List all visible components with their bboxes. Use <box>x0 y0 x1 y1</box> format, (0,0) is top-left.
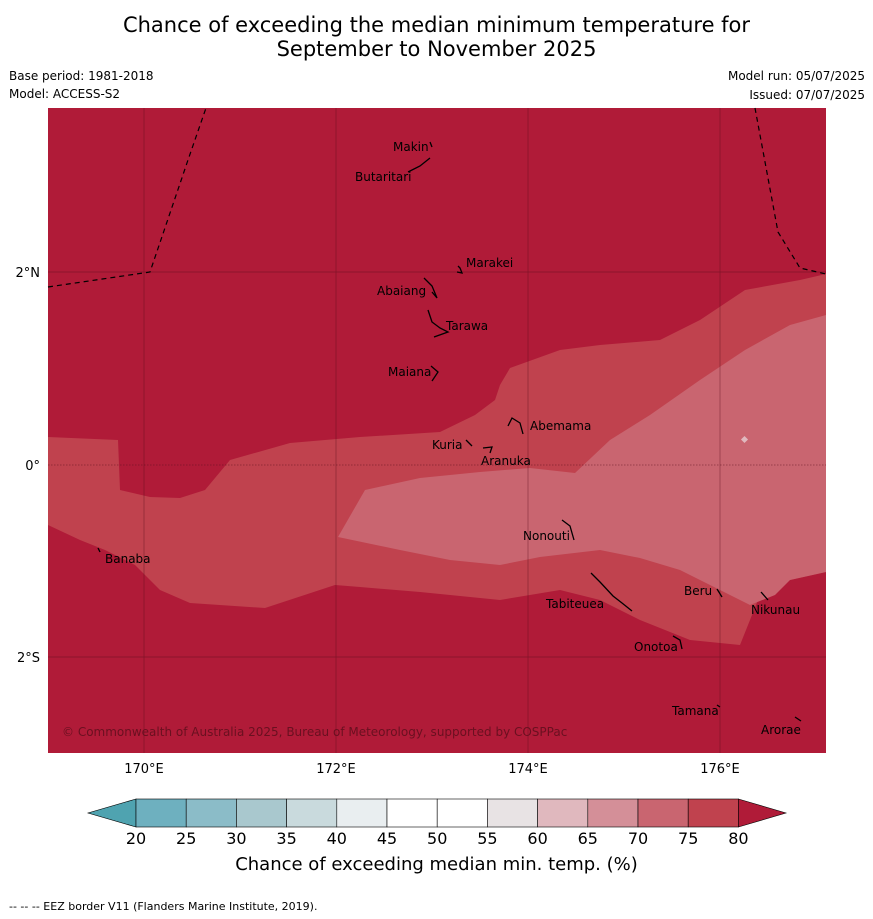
island-tamana <box>716 704 721 708</box>
label-maiana: Maiana <box>388 365 431 379</box>
eez-border <box>47 107 827 288</box>
lon-label-176: 176°E <box>700 762 740 777</box>
colorbar: 20 25 30 35 40 45 50 55 60 65 70 75 80 <box>86 798 788 848</box>
colorbar-bin <box>185 798 237 828</box>
island-butaritari <box>407 157 431 173</box>
issued-text: Issued: 07/07/2025 <box>749 88 865 102</box>
lon-label-170: 170°E <box>124 762 164 777</box>
island-tarawa <box>427 309 450 338</box>
island-onotoa <box>672 635 683 650</box>
colorbar-bin <box>336 798 388 828</box>
island-marakei <box>456 265 464 274</box>
label-tarawa: Tarawa <box>445 319 488 333</box>
colorbar-bin <box>236 798 287 828</box>
label-marakei: Marakei <box>466 256 513 270</box>
island-nonouti <box>561 519 575 541</box>
label-nikunau: Nikunau <box>751 603 800 617</box>
island-kuria <box>465 439 473 447</box>
chart-title-line1: Chance of exceeding the median minimum t… <box>122 13 751 37</box>
lat-label-2n: 2°N <box>16 266 41 281</box>
colorbar-tick-label: 60 <box>527 829 547 848</box>
colorbar-tick-label: 40 <box>327 829 347 848</box>
colorbar-bin <box>436 798 488 828</box>
colorbar-bin <box>487 798 538 828</box>
colorbar-tick-label: 65 <box>578 829 598 848</box>
label-nonouti: Nonouti <box>523 529 570 543</box>
island-abaiang <box>423 277 438 299</box>
colorbar-tick-label: 55 <box>477 829 497 848</box>
colorbar-extend-low <box>86 798 137 828</box>
island-arorae <box>794 716 802 722</box>
label-butaritari: Butaritari <box>355 170 412 184</box>
colorbar-bin <box>637 798 689 828</box>
colorbar-label: Chance of exceeding median min. temp. (%… <box>235 854 638 875</box>
label-tamana: Tamana <box>671 704 719 718</box>
colorbar-bin <box>537 798 589 828</box>
label-abemama: Abemama <box>530 419 591 433</box>
island-aranuka <box>482 446 493 454</box>
island-beru <box>716 588 723 598</box>
lat-label-0: 0° <box>25 459 40 474</box>
chart-title-line2: September to November 2025 <box>276 37 597 61</box>
colorbar-tick-label: 45 <box>377 829 397 848</box>
eez-footnote: -- -- -- EEZ border V11 (Flanders Marine… <box>9 900 318 913</box>
colorbar-tick-label: 35 <box>276 829 296 848</box>
colorbar-tick-label: 25 <box>176 829 196 848</box>
lat-label-2s: 2°S <box>17 651 40 666</box>
colorbar-tick-label: 20 <box>126 829 146 848</box>
label-onotoa: Onotoa <box>634 640 678 654</box>
island-nikunau <box>760 591 769 601</box>
model-run-text: Model run: 05/07/2025 <box>727 69 865 83</box>
pale-marker <box>740 435 749 444</box>
gridlines <box>48 108 826 753</box>
colorbar-tick-label: 30 <box>226 829 246 848</box>
label-beru: Beru <box>684 584 712 598</box>
lon-label-174: 174°E <box>508 762 548 777</box>
island-makin <box>429 141 433 148</box>
island-abemama <box>507 417 524 435</box>
label-arorae: Arorae <box>761 723 801 737</box>
region-70-75 <box>338 315 826 605</box>
colorbar-tick-label: 70 <box>628 829 648 848</box>
colorbar-tick-label: 80 <box>728 829 748 848</box>
island-maiana <box>430 365 439 382</box>
islands <box>97 141 802 722</box>
label-makin: Makin <box>393 140 429 154</box>
colorbar-bin <box>687 798 739 828</box>
base-period-text: Base period: 1981-2018 <box>9 69 154 83</box>
label-banaba: Banaba <box>105 552 151 566</box>
island-tabiteuea <box>590 572 633 612</box>
colorbar-tick-label: 75 <box>678 829 698 848</box>
copyright-text: © Commonwealth of Australia 2025, Bureau… <box>62 725 567 739</box>
island-banaba <box>97 547 101 553</box>
model-text: Model: ACCESS-S2 <box>9 87 121 101</box>
colorbar-bin <box>286 798 338 828</box>
label-abaiang: Abaiang <box>377 284 426 298</box>
colorbar-bin <box>386 798 438 828</box>
colorbar-tick-label: 50 <box>427 829 447 848</box>
label-kuria: Kuria <box>432 438 463 452</box>
label-tabiteuea: Tabiteuea <box>545 597 604 611</box>
colorbar-bin <box>587 798 639 828</box>
colorbar-bin <box>135 798 187 828</box>
label-aranuka: Aranuka <box>481 454 531 468</box>
lon-label-172: 172°E <box>316 762 356 777</box>
colorbar-extend-high <box>738 798 788 828</box>
